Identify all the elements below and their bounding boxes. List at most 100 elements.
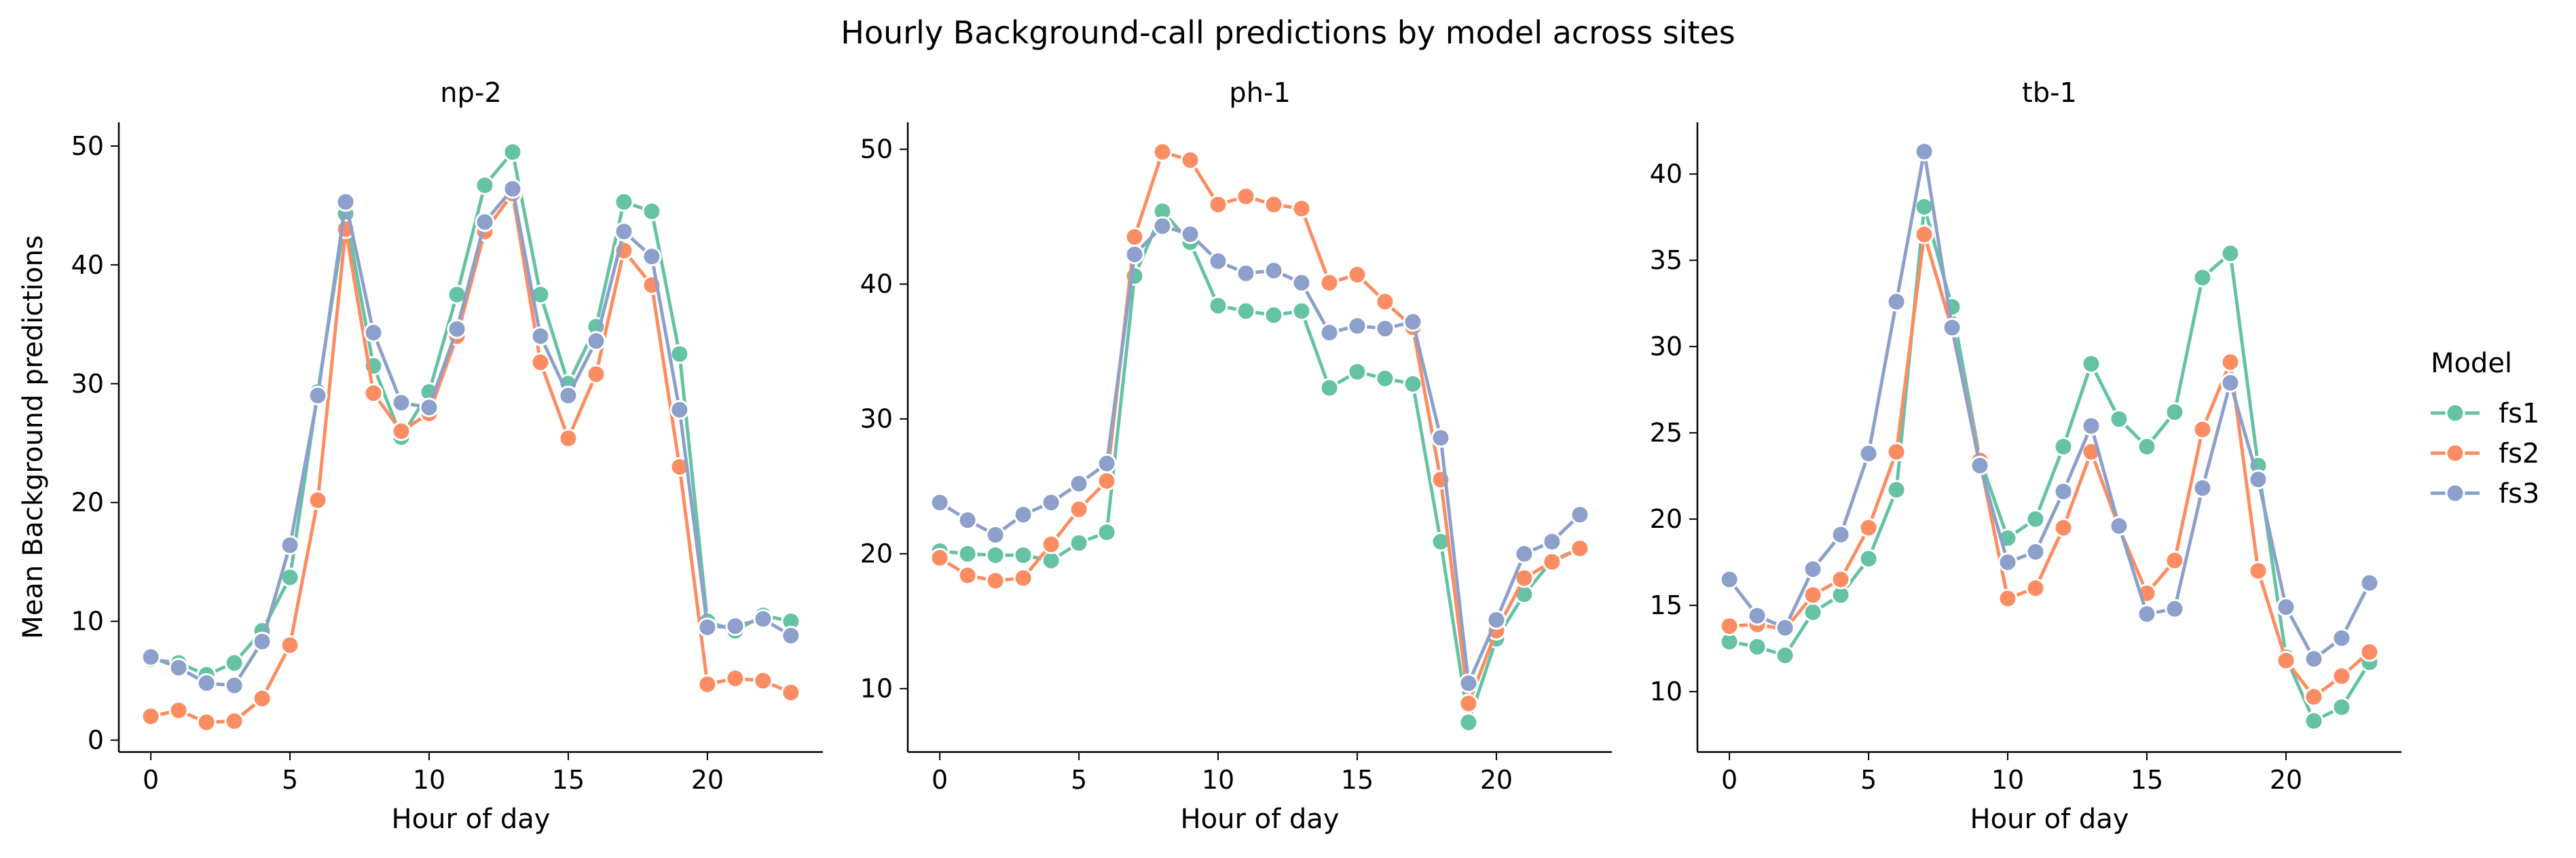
- data-point: [252, 631, 272, 651]
- data-point: [2276, 650, 2296, 671]
- figure-title: Hourly Background-call predictions by mo…: [841, 14, 1735, 51]
- data-point: [1069, 473, 1089, 494]
- data-point: [1998, 588, 2018, 609]
- data-point: [1097, 453, 1117, 473]
- data-point: [1291, 198, 1312, 219]
- y-tick-label: 10: [860, 674, 893, 704]
- data-point: [2359, 642, 2380, 662]
- data-point: [725, 668, 746, 689]
- data-point: [1236, 186, 1256, 207]
- y-tick-label: 20: [71, 488, 104, 518]
- data-point: [419, 397, 439, 418]
- x-tick-label: 20: [691, 765, 724, 795]
- data-point: [1264, 260, 1284, 281]
- data-point: [1747, 637, 1767, 657]
- panel-title: ph-1: [1229, 77, 1291, 109]
- data-point: [781, 683, 801, 703]
- y-tick-label: 0: [88, 726, 104, 755]
- data-point: [1291, 301, 1312, 321]
- data-point: [2220, 352, 2241, 372]
- data-point: [1458, 673, 1479, 694]
- data-point: [1858, 518, 1879, 538]
- y-tick-label: 10: [1650, 677, 1682, 707]
- panel-title: tb-1: [2022, 77, 2077, 109]
- data-point: [530, 326, 551, 346]
- x-tick-label: 20: [1480, 765, 1513, 795]
- data-point: [224, 653, 244, 673]
- data-point: [1803, 585, 1823, 605]
- data-point: [168, 700, 189, 721]
- y-tick-label: 25: [1650, 418, 1682, 448]
- legend-item-fs2: fs2: [2431, 438, 2539, 469]
- y-tick-label: 30: [71, 369, 104, 399]
- legend-label: fs1: [2499, 398, 2539, 429]
- data-point: [1208, 296, 1228, 316]
- data-point: [1152, 216, 1173, 236]
- legend-item-fs1: fs1: [2431, 398, 2539, 429]
- data-point: [2332, 697, 2352, 717]
- legend-title: Model: [2431, 348, 2512, 379]
- data-point: [1124, 245, 1145, 265]
- y-tick-label: 50: [860, 135, 893, 164]
- series-fs2: [141, 183, 801, 732]
- data-point: [2025, 578, 2046, 598]
- data-point: [1069, 533, 1089, 553]
- data-point: [2053, 518, 2074, 538]
- y-tick-label: 30: [1650, 332, 1682, 361]
- panel-np-2: np-2 0 5 10 15 20 0 10 20 30 40 50 Hour of day Mean B…: [18, 77, 823, 835]
- y-tick-label: 35: [1650, 245, 1682, 275]
- data-point: [1970, 455, 1990, 476]
- data-point: [2165, 598, 2185, 619]
- data-point: [1347, 316, 1367, 336]
- data-point: [1886, 291, 1907, 312]
- data-point: [2109, 409, 2129, 429]
- y-tick-label: 15: [1650, 590, 1682, 620]
- data-point: [614, 221, 634, 242]
- x-tick-label: 10: [1991, 765, 2024, 795]
- data-point: [475, 175, 495, 196]
- data-point: [1347, 361, 1367, 382]
- data-point: [2276, 597, 2296, 618]
- data-point: [1542, 531, 1562, 552]
- data-point: [280, 635, 300, 656]
- data-point: [308, 490, 328, 510]
- data-point: [252, 688, 272, 709]
- y-tick-label: 10: [71, 607, 104, 637]
- data-point: [1208, 251, 1228, 271]
- legend: Model fs1 fs2 fs3: [2431, 348, 2539, 510]
- data-point: [558, 428, 578, 448]
- x-axis-label: Hour of day: [1181, 804, 1340, 835]
- data-point: [985, 524, 1006, 545]
- x-tick-label: 5: [1860, 765, 1877, 795]
- data-point: [957, 565, 978, 586]
- legend-marker: [2445, 403, 2465, 423]
- data-point: [1069, 499, 1089, 520]
- data-point: [1236, 263, 1256, 283]
- data-point: [1570, 505, 1590, 525]
- data-point: [391, 393, 411, 413]
- data-point: [957, 543, 978, 564]
- data-point: [985, 545, 1006, 565]
- data-point: [1458, 694, 1479, 714]
- y-tick-label: 40: [71, 250, 104, 280]
- data-point: [2109, 516, 2129, 536]
- data-point: [1775, 618, 1795, 638]
- data-point: [697, 674, 718, 694]
- data-point: [2192, 478, 2213, 498]
- y-tick-label: 50: [71, 131, 104, 161]
- data-point: [1097, 471, 1117, 491]
- data-point: [753, 671, 773, 691]
- data-point: [1013, 545, 1033, 565]
- series-fs3: [141, 179, 801, 696]
- data-point: [558, 385, 578, 406]
- y-tick-label: 30: [860, 404, 893, 434]
- data-point: [1486, 609, 1507, 630]
- data-point: [985, 571, 1006, 591]
- data-point: [1208, 194, 1228, 215]
- data-point: [1747, 605, 1767, 626]
- y-axis-label: Mean Background predictions: [18, 235, 49, 639]
- panel-title: np-2: [440, 77, 502, 109]
- data-point: [2332, 628, 2352, 648]
- legend-marker: [2445, 443, 2465, 463]
- legend-marker: [2445, 483, 2465, 503]
